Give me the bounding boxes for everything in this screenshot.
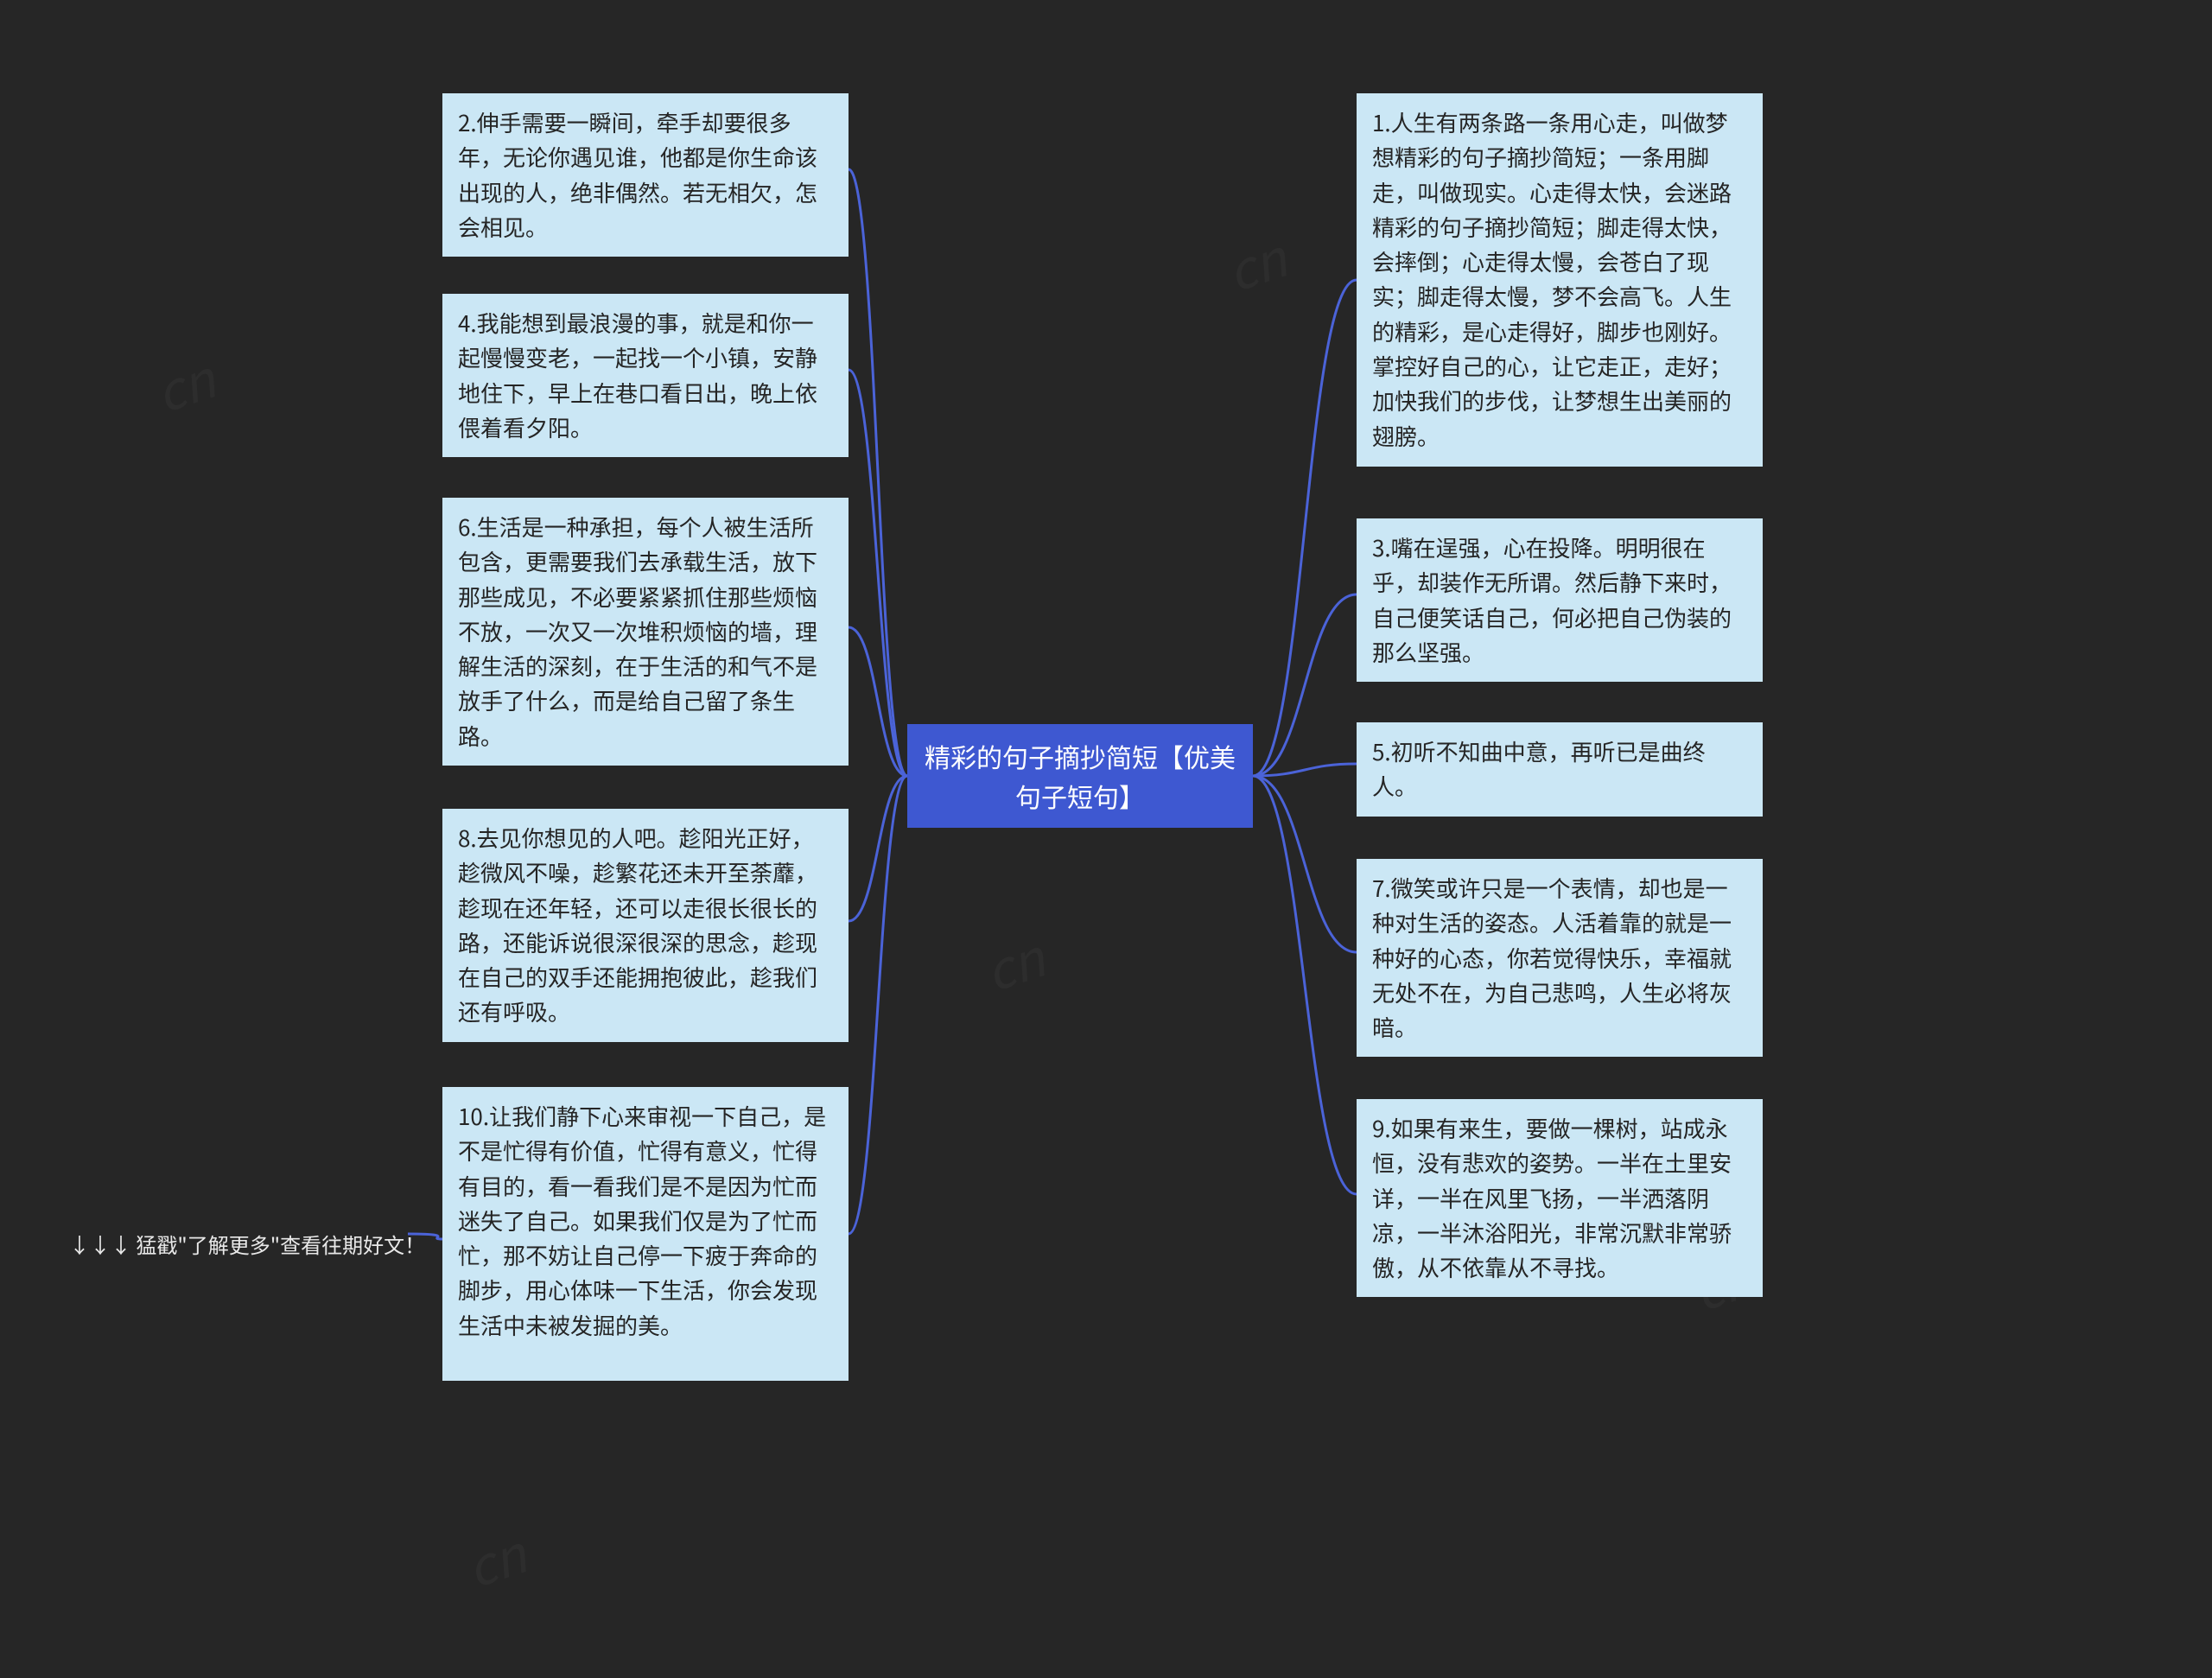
annotation-text: ↓↓↓ 猛戳"了解更多"查看往期好文！	[69, 1229, 425, 1259]
watermark: cn	[1217, 218, 1295, 308]
leaf-node-text: 3.嘴在逞强，心在投降。明明很在乎，却装作无所谓。然后静下来时，自己便笑话自己，…	[1372, 531, 1732, 668]
leaf-node-text: 10.让我们静下心来审视一下自己，是不是忙得有价值，忙得有意义，忙得有目的，看一…	[458, 1100, 826, 1341]
leaf-node[interactable]: 4.我能想到最浪漫的事，就是和你一起慢慢变老，一起找一个小镇，安静地住下，早上在…	[442, 294, 849, 457]
edge	[849, 627, 907, 776]
edge	[1253, 594, 1357, 776]
leaf-node-text: 7.微笑或许只是一个表情，却也是一种对生活的姿态。人活着靠的就是一种好的心态，你…	[1372, 872, 1732, 1043]
edge	[1253, 776, 1357, 952]
leaf-node[interactable]: 1.人生有两条路一条用心走，叫做梦想精彩的句子摘抄简短；一条用脚走，叫做现实。心…	[1357, 93, 1763, 467]
watermark: cn	[145, 339, 224, 429]
leaf-node-text: 5.初听不知曲中意，再听已是曲终人。	[1372, 735, 1706, 802]
leaf-node-text: 2.伸手需要一瞬间，牵手却要很多年，无论你遇见谁，他都是你生命该出现的人，绝非偶…	[458, 106, 817, 243]
edge	[849, 169, 907, 776]
edge	[1253, 280, 1357, 776]
leaf-node[interactable]: 10.让我们静下心来审视一下自己，是不是忙得有价值，忙得有意义，忙得有目的，看一…	[442, 1087, 849, 1381]
edge	[1253, 764, 1357, 776]
leaf-node[interactable]: 2.伸手需要一瞬间，牵手却要很多年，无论你遇见谁，他都是你生命该出现的人，绝非偶…	[442, 93, 849, 257]
leaf-node[interactable]: 6.生活是一种承担，每个人被生活所包含，更需要我们去承载生活，放下那些成见，不必…	[442, 498, 849, 766]
leaf-node-text: 9.如果有来生，要做一棵树，站成永恒，没有悲欢的姿势。一半在土里安详，一半在风里…	[1372, 1112, 1732, 1283]
mindmap-canvas: cncncncncn精彩的句子摘抄简短【优美句子短句】2.伸手需要一瞬间，牵手却…	[0, 0, 2212, 1678]
edge	[849, 776, 907, 1234]
leaf-node-text: 1.人生有两条路一条用心走，叫做梦想精彩的句子摘抄简短；一条用脚走，叫做现实。心…	[1372, 106, 1732, 452]
edge	[1253, 776, 1357, 1194]
leaf-node-text: 6.生活是一种承担，每个人被生活所包含，更需要我们去承载生活，放下那些成见，不必…	[458, 511, 817, 752]
leaf-node-text: 8.去见你想见的人吧。趁阳光正好，趁微风不噪，趁繁花还未开至荼蘼，趁现在还年轻，…	[458, 822, 817, 1027]
watermark: cn	[456, 1514, 535, 1604]
leaf-node-text: 4.我能想到最浪漫的事，就是和你一起慢慢变老，一起找一个小镇，安静地住下，早上在…	[458, 307, 817, 443]
edge-layer	[0, 0, 2212, 1678]
leaf-node[interactable]: 5.初听不知曲中意，再听已是曲终人。	[1357, 722, 1763, 817]
leaf-node[interactable]: 3.嘴在逞强，心在投降。明明很在乎，却装作无所谓。然后静下来时，自己便笑话自己，…	[1357, 518, 1763, 682]
center-node[interactable]: 精彩的句子摘抄简短【优美句子短句】	[907, 724, 1253, 828]
watermark: cn	[975, 918, 1053, 1007]
leaf-node[interactable]: 7.微笑或许只是一个表情，却也是一种对生活的姿态。人活着靠的就是一种好的心态，你…	[1357, 859, 1763, 1057]
edge	[849, 370, 907, 776]
leaf-node[interactable]: 8.去见你想见的人吧。趁阳光正好，趁微风不噪，趁繁花还未开至荼蘼，趁现在还年轻，…	[442, 809, 849, 1042]
leaf-node[interactable]: 9.如果有来生，要做一棵树，站成永恒，没有悲欢的姿势。一半在土里安详，一半在风里…	[1357, 1099, 1763, 1297]
edge	[849, 776, 907, 921]
center-node-text: 精彩的句子摘抄简短【优美句子短句】	[921, 736, 1239, 817]
